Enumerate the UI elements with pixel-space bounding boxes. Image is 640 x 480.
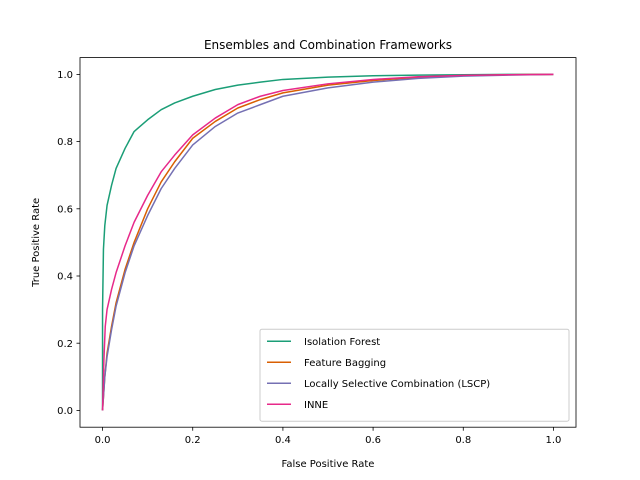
chart-title: Ensembles and Combination Frameworks [204,38,452,52]
legend-label-3: INNE [304,400,328,411]
y-tick-label-0: 0.0 [57,406,73,417]
x-tick-label-4: 0.8 [455,435,471,446]
axes-frame [79,57,577,428]
x-tick-label-0: 0.0 [95,435,111,446]
x-tick-label-1: 0.2 [185,435,201,446]
x-axis-label: False Positive Rate [282,459,375,470]
y-tick-label-3: 0.6 [57,204,73,215]
legend-box [259,328,570,422]
y-tick-label-5: 1.0 [57,70,73,81]
series-line-2 [101,73,554,411]
series-line-0 [101,73,554,411]
legend: Isolation Forest Feature Bagging Locally S… [259,328,570,422]
y-tick-label-2: 0.4 [57,272,73,283]
legend-label-0: Isolation Forest [304,337,380,348]
x-tick-label-3: 0.6 [365,435,381,446]
series-line-3 [101,73,554,411]
x-tick-label-5: 1.0 [546,435,562,446]
x-tick-label-2: 0.4 [275,435,291,446]
y-tick-label-4: 0.8 [57,137,73,148]
y-tick-label-1: 0.2 [57,339,73,350]
legend-label-2: Locally Selective Combination (LSCP) [304,379,490,390]
axis-ticks: 0.0 0.2 0.4 0.6 0.8 1.0 0.0 0.2 0.4 0.6 0.8 1.0 [57,70,561,446]
plot-area [101,73,554,411]
y-axis-label: True Positive Rate [31,198,42,288]
legend-label-1: Feature Bagging [304,358,386,369]
